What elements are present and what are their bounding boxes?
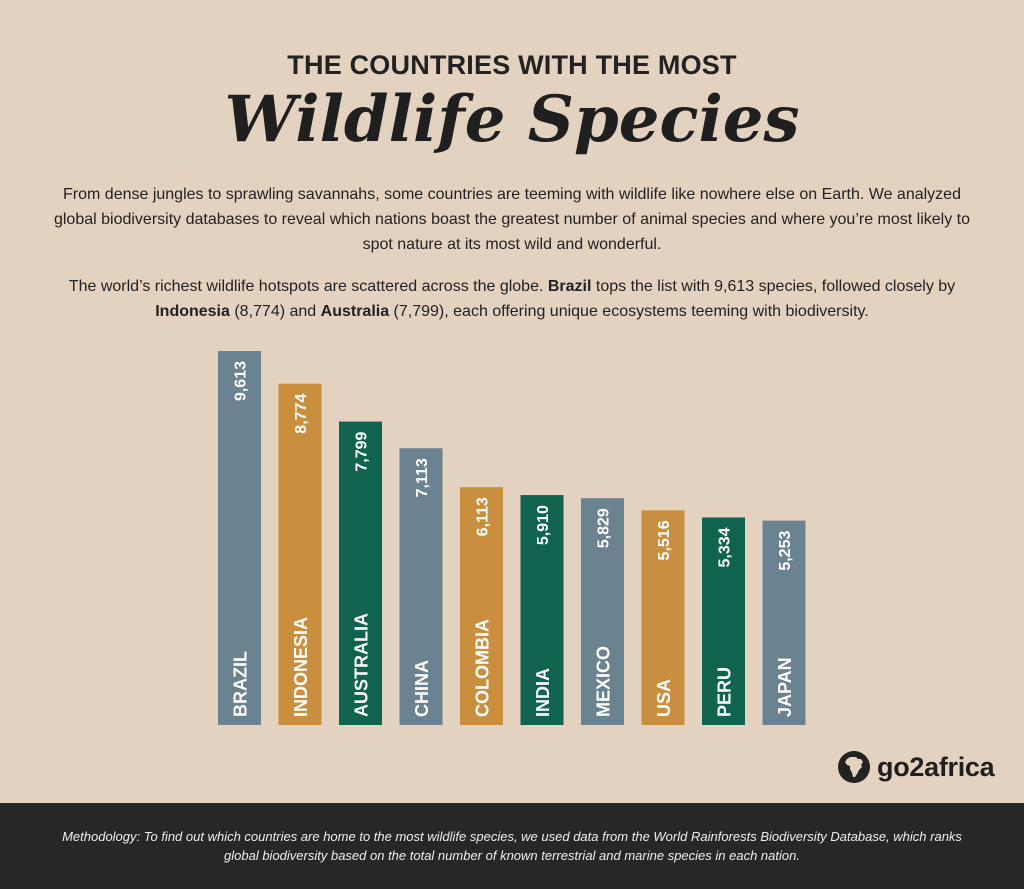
africa-continent-icon [838, 751, 870, 783]
bar-usa [641, 510, 685, 725]
value-label-peru: 5,334 [717, 527, 734, 567]
bar-japan [762, 520, 806, 725]
value-label-mexico: 5,829 [596, 508, 613, 548]
bar-indonesia [278, 383, 322, 725]
value-label-indonesia: 8,774 [293, 394, 310, 434]
summary-indonesia: Indonesia [155, 303, 230, 320]
bar-mexico [581, 498, 624, 725]
bar-india [520, 495, 564, 725]
category-label-peru: PERU [715, 667, 735, 717]
category-label-indonesia: INDONESIA [291, 617, 311, 717]
category-label-brazil: BRAZIL [231, 651, 251, 717]
bar-brazil [218, 351, 261, 725]
value-label-japan: 5,253 [777, 531, 794, 571]
value-label-india: 5,910 [535, 505, 552, 545]
chart-kicker: THE COUNTRIES WITH THE MOST [287, 50, 737, 80]
category-label-australia: AUSTRALIA [352, 613, 372, 717]
summary-tail: (7,799), each offering unique ecosystems… [389, 303, 869, 320]
summary-lead: The world’s richest wildlife hotspots ar… [68, 278, 548, 295]
value-label-colombia: 6,113 [475, 497, 492, 536]
chart-headline: Wildlife Species [224, 82, 800, 157]
value-label-usa: 5,516 [656, 520, 673, 560]
category-label-usa: USA [654, 679, 674, 717]
bar-chart: 9,613 BRAZIL 8,774 INDONESIA 7,799 AUSTRALIA 7… [218, 351, 806, 725]
summary-mid-2: (8,774) and [229, 303, 321, 320]
category-label-japan: JAPAN [775, 657, 795, 717]
go2africa-logo: go2africa [838, 750, 995, 784]
category-label-colombia: COLOMBIA [473, 619, 493, 717]
summary-brazil: Brazil [547, 278, 592, 295]
value-label-brazil: 9,613 [233, 361, 250, 401]
summary-australia: Australia [320, 303, 390, 320]
bar-australia [339, 421, 382, 725]
bar-peru [702, 517, 745, 725]
bar-colombia [460, 487, 503, 725]
category-label-china: CHINA [412, 660, 432, 717]
bar-china [399, 448, 443, 725]
intro-paragraph: From dense jungles to sprawling savannah… [53, 186, 971, 253]
logo-text: go2africa [877, 751, 995, 782]
category-label-mexico: MEXICO [594, 646, 614, 717]
category-label-india: INDIA [533, 668, 553, 717]
methodology-footer: Methodology: To find out which countries… [0, 803, 1024, 889]
summary-paragraph: The world’s richest wildlife hotspots ar… [40, 274, 984, 324]
methodology-text: Methodology: To find out which countries… [62, 829, 962, 863]
summary-mid-1: tops the list with 9,613 species, follow… [591, 278, 956, 295]
value-label-china: 7,113 [414, 458, 431, 497]
value-label-australia: 7,799 [354, 431, 371, 471]
